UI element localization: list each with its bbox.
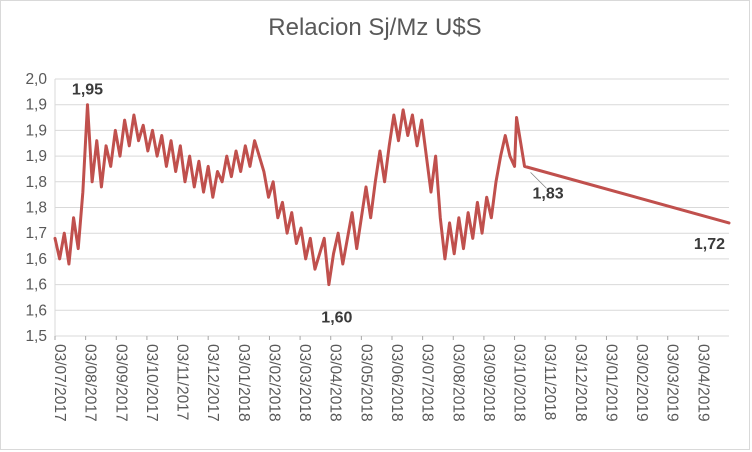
svg-text:03/12/2018: 03/12/2018	[572, 344, 589, 422]
svg-text:1,7: 1,7	[25, 225, 47, 242]
svg-text:1,9: 1,9	[25, 97, 47, 114]
svg-text:03/01/2018: 03/01/2018	[235, 344, 252, 422]
svg-text:03/07/2018: 03/07/2018	[419, 344, 436, 422]
svg-text:1,6: 1,6	[25, 277, 47, 294]
svg-text:1,5: 1,5	[25, 328, 47, 345]
svg-text:03/08/2018: 03/08/2018	[449, 344, 466, 422]
svg-text:03/03/2018: 03/03/2018	[296, 344, 313, 422]
svg-text:1,60: 1,60	[321, 310, 352, 327]
svg-text:03/10/2018: 03/10/2018	[511, 344, 528, 422]
svg-text:1,8: 1,8	[25, 174, 47, 191]
svg-text:03/05/2018: 03/05/2018	[357, 344, 374, 422]
svg-text:1,95: 1,95	[72, 82, 103, 99]
svg-text:03/08/2017: 03/08/2017	[82, 344, 99, 422]
svg-text:03/11/2018: 03/11/2018	[541, 344, 558, 420]
svg-text:1,8: 1,8	[25, 200, 47, 217]
svg-text:1,6: 1,6	[25, 251, 47, 268]
svg-text:03/11/2017: 03/11/2017	[174, 344, 191, 420]
svg-text:03/07/2017: 03/07/2017	[51, 344, 68, 422]
svg-text:03/01/2019: 03/01/2019	[602, 344, 619, 422]
svg-text:03/09/2017: 03/09/2017	[112, 344, 129, 422]
svg-text:03/09/2018: 03/09/2018	[480, 344, 497, 422]
svg-text:03/06/2018: 03/06/2018	[388, 344, 405, 422]
svg-text:03/03/2019: 03/03/2019	[664, 344, 681, 422]
svg-text:1,9: 1,9	[25, 122, 47, 139]
svg-text:03/04/2018: 03/04/2018	[327, 344, 344, 422]
svg-text:2,0: 2,0	[25, 71, 47, 88]
svg-text:1,83: 1,83	[533, 185, 564, 202]
svg-text:03/02/2019: 03/02/2019	[633, 344, 650, 422]
svg-text:03/04/2019: 03/04/2019	[694, 344, 711, 422]
svg-text:1,9: 1,9	[25, 148, 47, 165]
svg-text:03/12/2017: 03/12/2017	[204, 344, 221, 422]
svg-text:1,72: 1,72	[694, 236, 725, 253]
svg-text:03/10/2017: 03/10/2017	[143, 344, 160, 422]
svg-text:03/02/2018: 03/02/2018	[265, 344, 282, 422]
svg-text:1,6: 1,6	[25, 302, 47, 319]
